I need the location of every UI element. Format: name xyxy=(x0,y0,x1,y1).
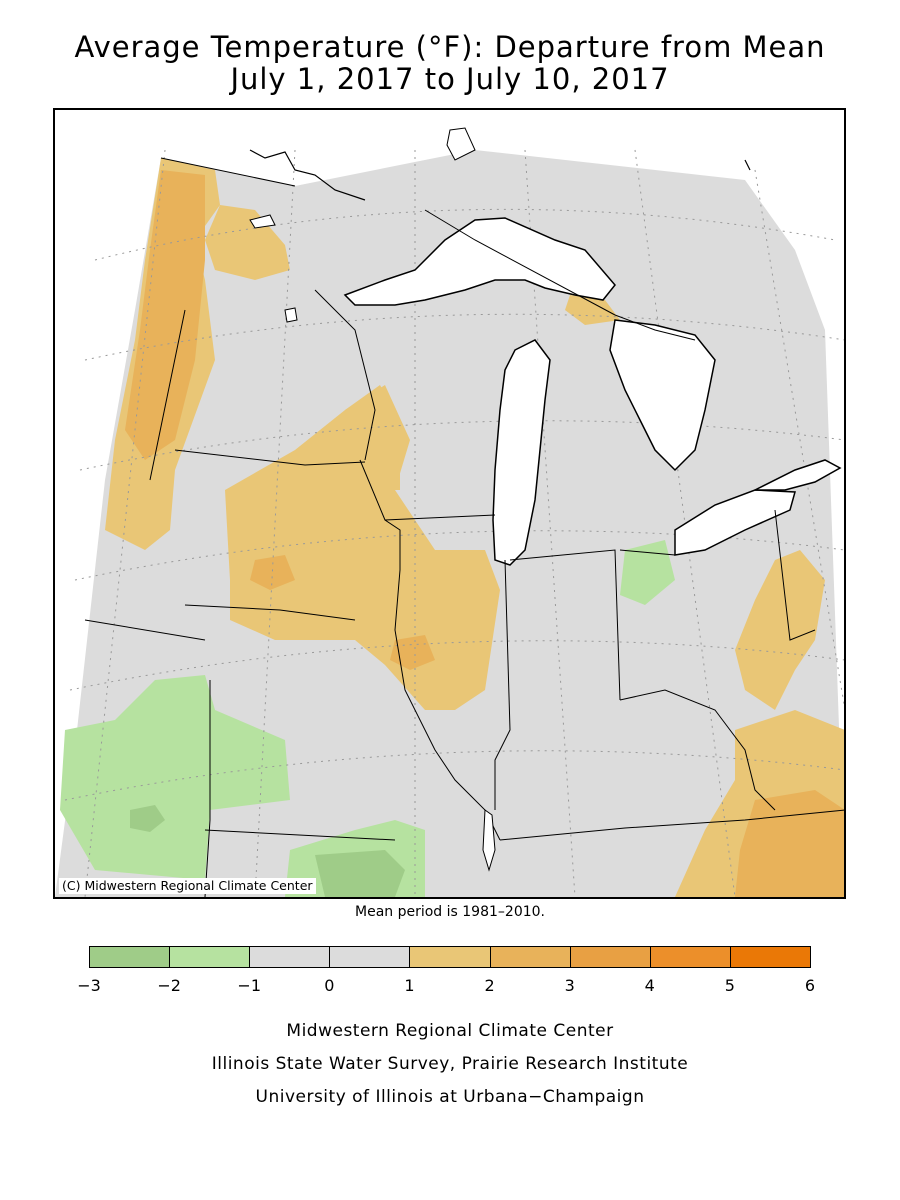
copyright-notice: (C) Midwestern Regional Climate Center xyxy=(59,878,316,894)
lake-ontario xyxy=(754,459,842,491)
legend-tick-label: 5 xyxy=(724,976,735,995)
anomaly-map xyxy=(55,110,844,897)
legend-swatch xyxy=(249,946,331,968)
legend-tick-label: 6 xyxy=(804,976,816,995)
credit-line-3: University of Illinois at Urbana−Champai… xyxy=(255,1087,645,1107)
anomaly-zone-east-north-dakota xyxy=(125,170,205,460)
lake-michigan xyxy=(492,339,551,566)
graticule-lines xyxy=(64,149,844,897)
great-lakes xyxy=(343,217,842,566)
anomaly-zone-ohio-wv xyxy=(735,550,825,710)
map-subtitle-date-range: July 1, 2017 to July 10, 2017 xyxy=(230,62,670,96)
legend-swatch xyxy=(409,946,491,968)
anomaly-zone-nw-minnesota xyxy=(205,205,290,280)
anomaly-zone-sw-wisconsin xyxy=(345,385,400,490)
map-frame: (C) Midwestern Regional Climate Center xyxy=(53,108,846,899)
anomaly-zone-se-kansas xyxy=(130,805,165,832)
map-title: Average Temperature (°F): Departure from… xyxy=(74,30,826,64)
credit-line-1: Midwestern Regional Climate Center xyxy=(286,1021,614,1041)
credit-line-2: Illinois State Water Survey, Prairie Res… xyxy=(211,1054,689,1074)
legend-swatch xyxy=(649,946,731,968)
color-legend xyxy=(89,946,811,970)
anomaly-zone-nw-ohio xyxy=(620,540,675,605)
small-water-bodies xyxy=(249,127,496,872)
legend-tick-label: 1 xyxy=(404,976,415,995)
legend-tick-label: 4 xyxy=(644,976,655,995)
anomaly-zone-iowa xyxy=(225,385,500,710)
legend-tick-label: 3 xyxy=(564,976,575,995)
lake-superior xyxy=(343,217,616,306)
hot-anomaly-zones xyxy=(125,170,844,897)
legend-swatch xyxy=(89,946,171,968)
legend-tick-label: 2 xyxy=(484,976,495,995)
legend-tick-label: −1 xyxy=(237,976,262,995)
legend-tick-label: 0 xyxy=(324,976,335,995)
legend-swatch xyxy=(169,946,251,968)
anomaly-zone-central-iowa xyxy=(250,555,295,590)
legend-swatch xyxy=(569,946,651,968)
anomaly-zone-nebraska-kansas xyxy=(60,675,290,880)
mean-period-note: Mean period is 1981–2010. xyxy=(355,904,545,920)
anomaly-zone-upper-peninsula xyxy=(565,295,620,325)
anomaly-zone-east-tennessee xyxy=(735,790,844,897)
state-borders xyxy=(84,157,844,897)
legend-tick-label: −3 xyxy=(77,976,101,995)
canada-outline xyxy=(249,149,751,201)
cold-anomaly-zones xyxy=(130,805,405,897)
anomaly-zone-south-missouri-core xyxy=(315,850,405,897)
lake-erie xyxy=(674,489,796,556)
legend-swatch xyxy=(489,946,571,968)
legend-swatch xyxy=(329,946,411,968)
lake-huron xyxy=(609,319,716,472)
legend-tick-label: −2 xyxy=(157,976,181,995)
legend-swatch xyxy=(729,946,811,968)
